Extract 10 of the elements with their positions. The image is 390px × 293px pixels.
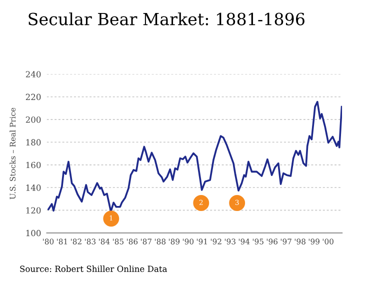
y-tick-label: 140 <box>26 184 41 191</box>
y-tick-label: 240 <box>26 71 41 78</box>
y-tick-label: 100 <box>26 230 41 236</box>
y-tick-label: 220 <box>26 94 41 100</box>
chart-title: Secular Bear Market: 1881-1896 <box>28 12 304 26</box>
y-tick-label: 120 <box>26 207 41 214</box>
y-tick-label: 160 <box>26 162 41 168</box>
y-tick-label: 200 <box>26 116 41 123</box>
source-note: Source: Robert Shiller Online Data <box>20 266 168 272</box>
y-tick-label: 180 <box>26 139 41 146</box>
